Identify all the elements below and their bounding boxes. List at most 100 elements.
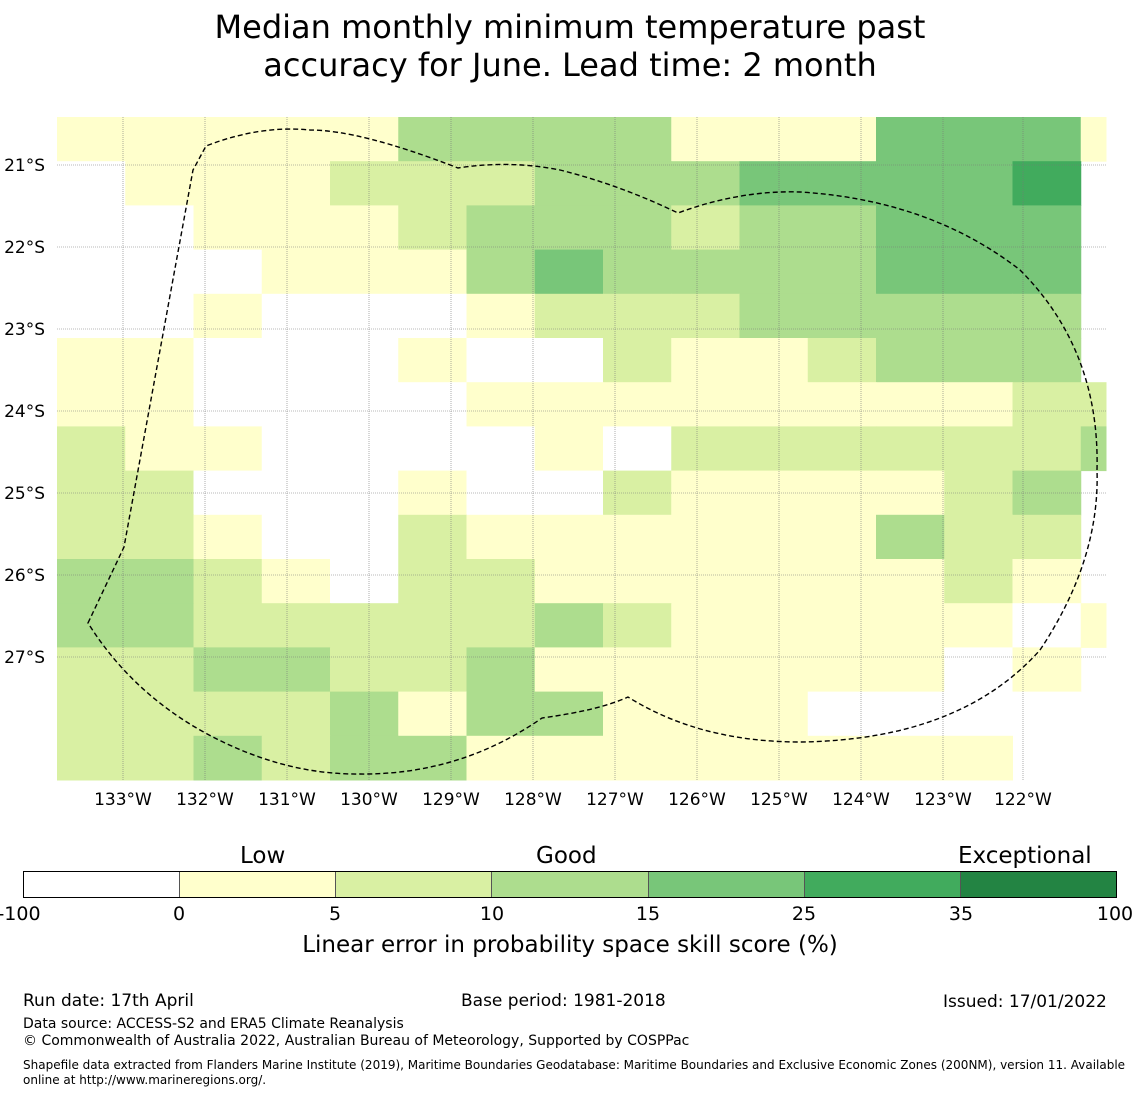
grid-cell: [466, 249, 536, 295]
grid-cell: [57, 161, 126, 206]
grid-cell: [466, 426, 536, 472]
grid-cell: [330, 647, 399, 693]
map-title-line-2: accuracy for June. Lead time: 2 month: [263, 46, 877, 84]
grid-cell: [261, 603, 331, 648]
grid-cell: [330, 205, 399, 251]
grid-cell: [671, 117, 740, 162]
grid-cell: [603, 647, 672, 693]
latitude-label: 22°S: [4, 238, 45, 258]
grid-cell: [603, 205, 672, 251]
grid-cell: [1080, 603, 1107, 648]
grid-cell: [1012, 559, 1082, 604]
grid-cell: [261, 426, 331, 472]
grid-cell: [944, 161, 1013, 206]
grid-cell: [807, 647, 877, 693]
grid-cell: [261, 293, 331, 339]
colorbar-segment: [804, 872, 961, 897]
colorbar-tick: 15: [635, 903, 661, 925]
grid-cell: [261, 382, 331, 427]
grid-cell: [330, 293, 399, 339]
grid-cell: [125, 647, 194, 693]
grid-cell: [671, 382, 740, 427]
grid-cell: [193, 426, 263, 472]
longitude-label: 132°W: [176, 790, 234, 810]
grid-cell: [398, 735, 467, 781]
longitude-label: 125°W: [750, 790, 808, 810]
grid-cell: [534, 117, 604, 162]
grid-cell: [671, 514, 740, 560]
base-period: Base period: 1981-2018: [461, 991, 666, 1011]
grid-cell: [807, 603, 877, 648]
grid-cell: [330, 603, 399, 648]
grid-cell: [193, 559, 263, 604]
grid-cell: [193, 117, 263, 162]
grid-cell: [739, 735, 809, 781]
grid-cell: [534, 205, 604, 251]
grid-cell: [807, 293, 877, 339]
grid-cell: [534, 603, 604, 648]
grid-cell: [466, 691, 536, 737]
grid-cell: [398, 603, 467, 648]
colorbar-category-low: Low: [240, 843, 286, 869]
grid-cell: [603, 691, 672, 737]
grid-cell: [193, 691, 263, 737]
grid-cell: [398, 647, 467, 693]
grid-cell: [876, 514, 945, 560]
grid-cell: [193, 603, 263, 648]
grid-cell: [534, 559, 604, 604]
grid-cell: [330, 161, 399, 206]
grid-cell: [876, 117, 945, 162]
grid-cell: [876, 293, 945, 339]
grid-cell: [603, 382, 672, 427]
grid-cell: [807, 559, 877, 604]
grid-cell: [330, 691, 399, 737]
latitude-label: 21°S: [4, 156, 45, 176]
grid-cell: [807, 514, 877, 560]
grid-cell: [398, 249, 467, 295]
grid-cell: [671, 249, 740, 295]
grid-cell: [671, 559, 740, 604]
grid-cell: [876, 691, 945, 737]
data-source: Data source: ACCESS-S2 and ERA5 Climate …: [23, 1016, 404, 1032]
colorbar-tick: 0: [172, 903, 186, 925]
grid-cell: [534, 338, 604, 383]
grid-cell: [739, 382, 809, 427]
eez-boundary: [87, 128, 1098, 775]
grid-cell: [876, 426, 945, 472]
grid-cell: [57, 426, 126, 472]
grid-cell: [57, 382, 126, 427]
grid-cell: [534, 735, 604, 781]
grid-cell: [603, 735, 672, 781]
grid-cell: [466, 161, 536, 206]
grid-cell: [193, 382, 263, 427]
grid-cell: [739, 426, 809, 472]
grid-cell: [807, 338, 877, 383]
grid-cell: [671, 647, 740, 693]
grid-cell: [671, 426, 740, 472]
grid-cell: [807, 382, 877, 427]
grid-cell: [398, 559, 467, 604]
grid-cell: [261, 647, 331, 693]
longitude-label: 127°W: [586, 790, 644, 810]
grid-cell: [57, 735, 126, 781]
grid-cell: [125, 205, 194, 251]
grid-cell: [1080, 382, 1107, 427]
grid-cell: [261, 117, 331, 162]
graticule: [57, 117, 1106, 780]
grid-cell: [57, 603, 126, 648]
grid-cell: [876, 470, 945, 516]
grid-cell: [261, 249, 331, 295]
grid-cell: [739, 205, 809, 251]
grid-cell: [57, 691, 126, 737]
grid-cell: [466, 514, 536, 560]
grid-cell: [193, 205, 263, 251]
grid-cell: [1012, 426, 1082, 472]
grid-cell: [603, 293, 672, 339]
grid-cell: [603, 603, 672, 648]
grid-cell: [330, 426, 399, 472]
colorbar-segment: [960, 872, 1116, 897]
grid-cell: [261, 205, 331, 251]
longitude-label: 126°W: [668, 790, 726, 810]
grid-cell: [193, 249, 263, 295]
grid-cell: [193, 338, 263, 383]
